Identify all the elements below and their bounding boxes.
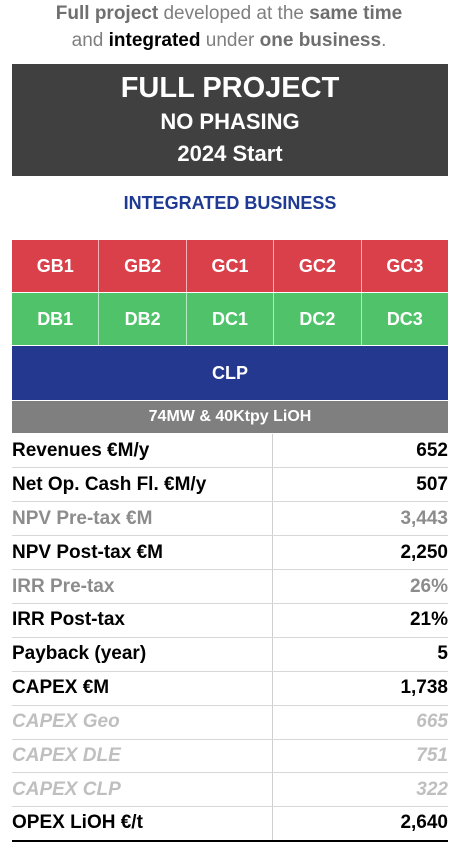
table-row: Revenues €M/y 652 [12, 434, 448, 469]
unit-db2: DB2 [99, 293, 187, 345]
metric-value: 322 [272, 772, 448, 808]
capacity-bar: 74MW & 40Ktpy LiOH [12, 401, 448, 433]
metric-value: 665 [272, 705, 448, 740]
metric-value: 2,250 [272, 535, 448, 571]
table-row: IRR Post-tax 21% [12, 603, 448, 638]
d-units-row: DB1 DB2 DC1 DC2 DC3 [12, 293, 448, 345]
metric-label: IRR Pre-tax [12, 569, 273, 604]
table-row: Net Op. Cash Fl. €M/y 507 [12, 467, 448, 503]
metric-value: 3,443 [272, 501, 448, 537]
metric-label: IRR Post-tax [12, 603, 273, 638]
metric-label: Payback (year) [12, 637, 273, 672]
metrics-table: Revenues €M/y 652 Net Op. Cash Fl. €M/y 50… [12, 434, 448, 842]
table-row: CAPEX CLP 322 [12, 772, 448, 808]
metric-value: 652 [272, 434, 448, 469]
metric-label: OPEX LiOH €/t [12, 806, 273, 842]
table-row: IRR Pre-tax 26% [12, 569, 448, 604]
title-line-1: FULL PROJECT [120, 72, 340, 104]
unit-gb2: GB2 [99, 240, 187, 292]
metric-label: CAPEX Geo [12, 705, 273, 740]
title-box: FULL PROJECT NO PHASING 2024 Start [12, 64, 448, 176]
metric-value: 5 [272, 637, 448, 672]
unit-dc1: DC1 [187, 293, 275, 345]
metric-label: NPV Pre-tax €M [12, 501, 273, 537]
metric-value: 751 [272, 739, 448, 774]
unit-dc3: DC3 [386, 308, 423, 329]
business-label: INTEGRATED BUSINESS [123, 193, 337, 213]
title-line-3: 2024 Start [177, 141, 283, 166]
table-row: NPV Pre-tax €M 3,443 [12, 501, 448, 537]
metric-label: NPV Post-tax €M [12, 535, 273, 571]
unit-gc2: GC2 [274, 240, 362, 292]
table-row: CAPEX Geo 665 [12, 705, 448, 740]
metric-value: 26% [272, 569, 448, 604]
unit-db1: DB1 [12, 293, 100, 345]
metric-value: 507 [272, 467, 448, 503]
metric-value: 2,640 [272, 806, 448, 842]
table-row: CAPEX €M 1,738 [12, 671, 448, 706]
clp-bar: CLP [12, 346, 448, 400]
metric-label: Net Op. Cash Fl. €M/y [12, 467, 273, 503]
table-row: Payback (year) 5 [12, 637, 448, 672]
metric-value: 1,738 [272, 671, 448, 706]
metric-value: 21% [272, 603, 448, 638]
unit-dc2: DC2 [274, 293, 362, 345]
unit-gc1: GC1 [187, 240, 275, 292]
table-row: OPEX LiOH €/t 2,640 [12, 806, 448, 842]
metric-label: Revenues €M/y [12, 434, 273, 469]
title-line-2: NO PHASING [160, 109, 300, 134]
unit-gb1: GB1 [12, 240, 100, 292]
intro-line-1: Full project developed at the same time [55, 3, 403, 24]
metric-label: CAPEX DLE [12, 739, 273, 774]
metric-label: CAPEX CLP [12, 772, 273, 808]
metric-label: CAPEX €M [12, 671, 273, 706]
unit-gc3: GC3 [386, 255, 424, 276]
table-row: CAPEX DLE 751 [12, 739, 448, 774]
intro-line-2: and integrated under one business. [71, 30, 387, 51]
g-units-row: GB1 GB2 GC1 GC2 GC3 [12, 240, 448, 292]
table-row: NPV Post-tax €M 2,250 [12, 535, 448, 571]
intro-text: Full project developed at the same time … [0, 0, 458, 60]
